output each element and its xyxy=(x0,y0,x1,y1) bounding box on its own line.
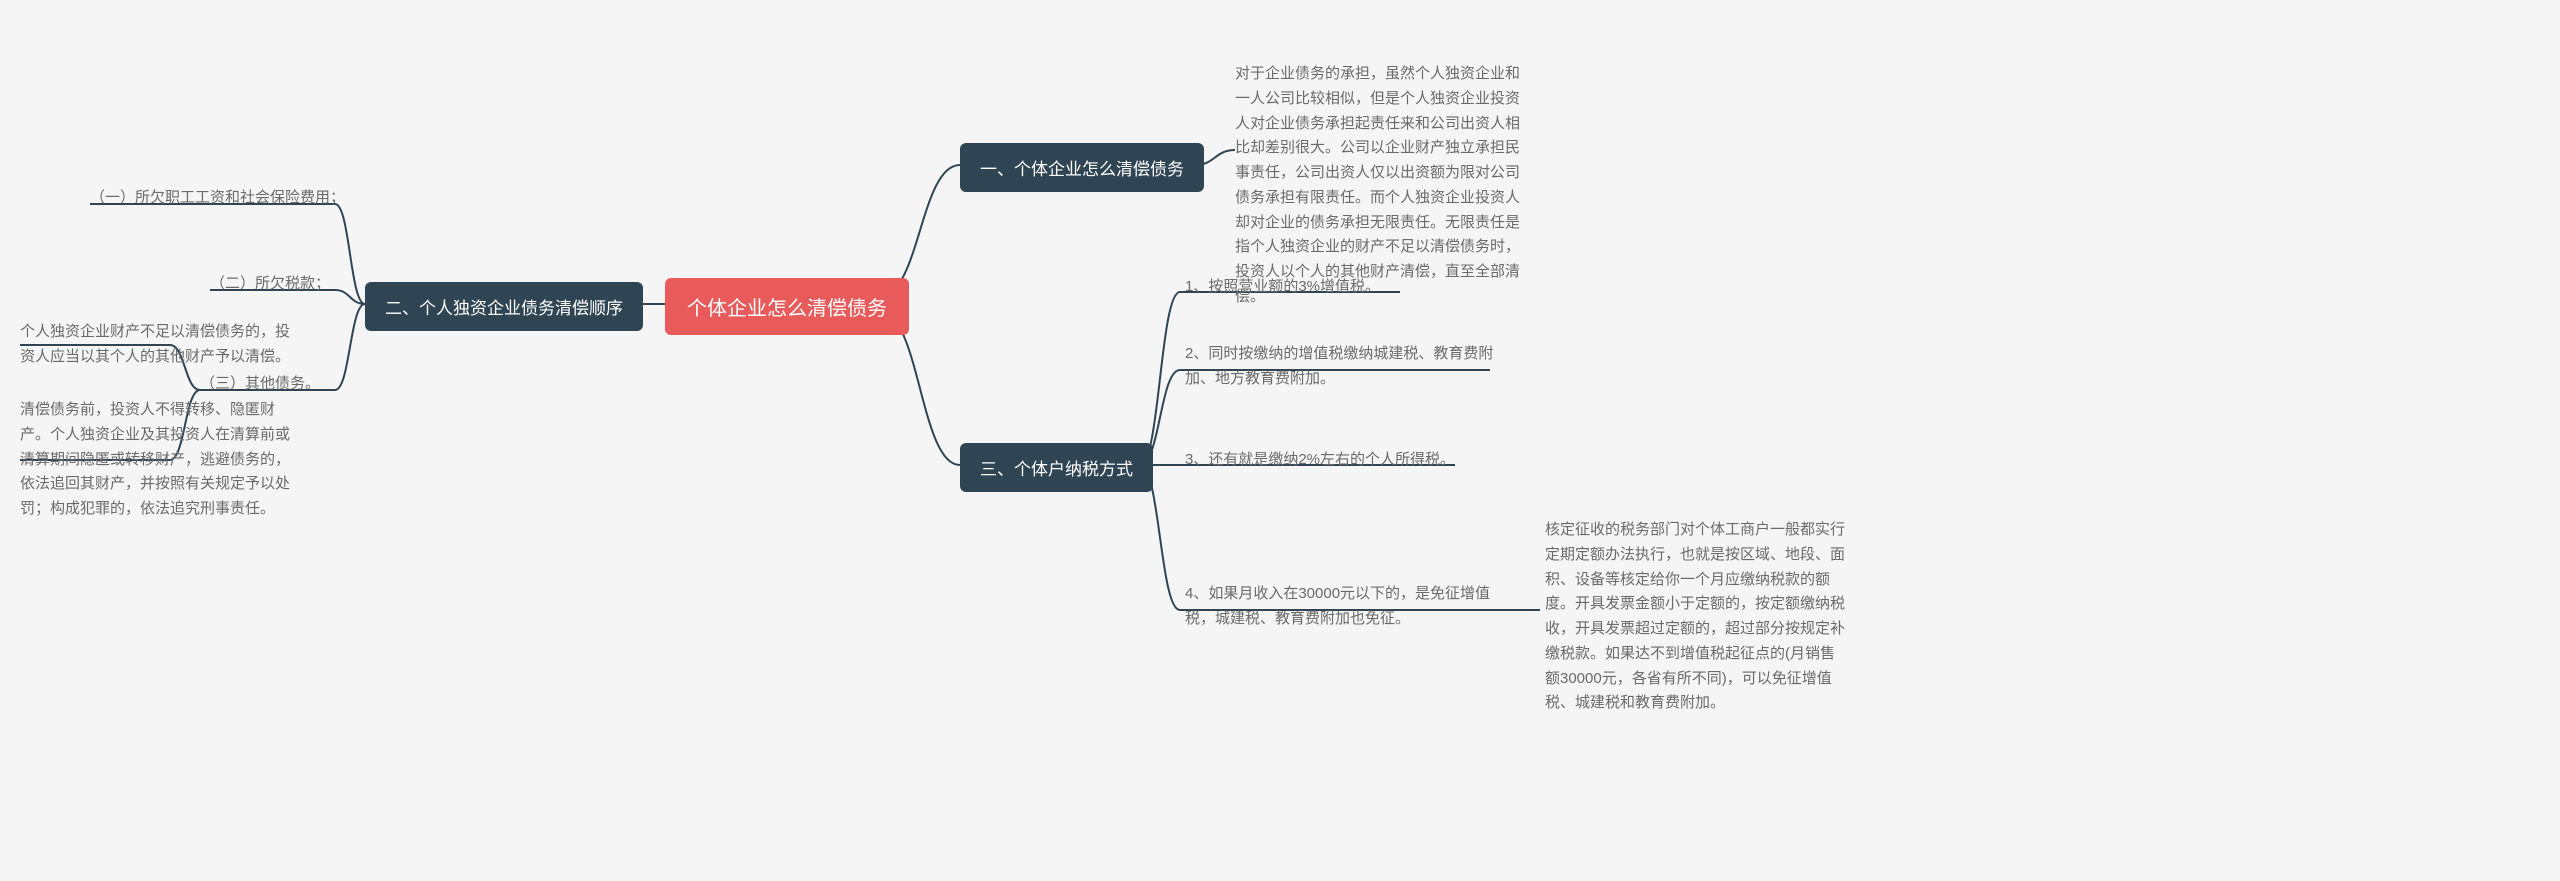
right-item-3: 3、还有就是缴纳2%左右的个人所得税。 xyxy=(1185,448,1455,473)
right-item-2: 2、同时按缴纳的增值税缴纳城建税、教育费附加、地方教育费附加。 xyxy=(1185,342,1495,392)
right-main1-node[interactable]: 一、个体企业怎么清偿债务 xyxy=(960,143,1204,192)
right-main3-node[interactable]: 三、个体户纳税方式 xyxy=(960,443,1153,492)
root-label: 个体企业怎么清偿债务 xyxy=(687,292,887,321)
right-item-1: 1、按照营业额的3%增值税。 xyxy=(1185,275,1380,300)
left-item-3: （三）其他债务。 xyxy=(200,372,320,397)
right-item-4-detail: 核定征收的税务部门对个体工商户一般都实行定期定额办法执行，也就是按区域、地段、面… xyxy=(1545,518,1845,716)
left-subnote-2: 清偿债务前，投资人不得转移、隐匿财产。个人独资企业及其投资人在清算前或清算期间隐… xyxy=(20,398,290,522)
right-main3-label: 三、个体户纳税方式 xyxy=(980,455,1133,480)
right-main1-label: 一、个体企业怎么清偿债务 xyxy=(980,155,1184,180)
left-main-node[interactable]: 二、个人独资企业债务清偿顺序 xyxy=(365,282,643,331)
left-item-2: （二）所欠税款； xyxy=(210,272,330,297)
root-node[interactable]: 个体企业怎么清偿债务 xyxy=(665,278,909,335)
left-main-label: 二、个人独资企业债务清偿顺序 xyxy=(385,294,623,319)
right-main1-detail: 对于企业债务的承担，虽然个人独资企业和一人公司比较相似，但是个人独资企业投资人对… xyxy=(1235,62,1525,310)
left-item-1: （一）所欠职工工资和社会保险费用； xyxy=(90,186,345,211)
left-subnote-1: 个人独资企业财产不足以清偿债务的，投资人应当以其个人的其他财产予以清偿。 xyxy=(20,320,290,370)
right-item-4: 4、如果月收入在30000元以下的，是免征增值税，城建税、教育费附加也免征。 xyxy=(1185,582,1505,632)
